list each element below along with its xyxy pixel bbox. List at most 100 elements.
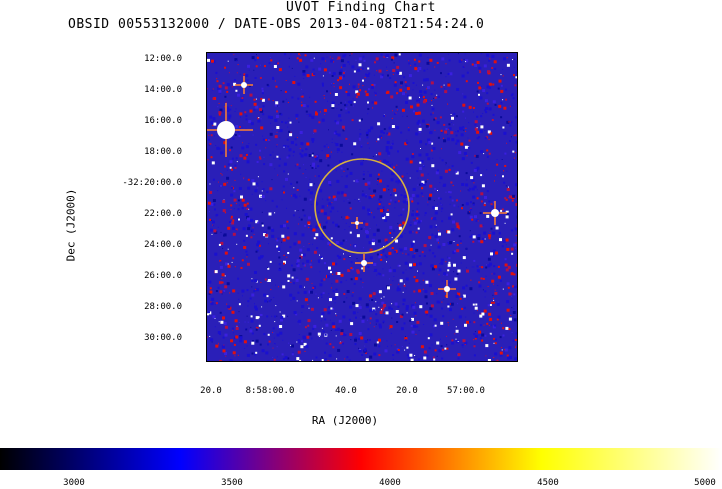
sky-noise-pixel bbox=[283, 260, 286, 264]
sky-noise-pixel bbox=[324, 351, 326, 354]
sky-noise-pixel bbox=[378, 203, 381, 206]
sky-noise-pixel bbox=[497, 285, 499, 286]
sky-noise-pixel bbox=[513, 135, 515, 136]
sky-noise-pixel bbox=[232, 232, 236, 236]
sky-noise-pixel bbox=[417, 213, 420, 216]
sky-noise-pixel bbox=[221, 273, 225, 277]
sky-noise-pixel bbox=[465, 80, 468, 83]
sky-noise-pixel bbox=[420, 345, 424, 349]
sky-noise-pixel bbox=[389, 247, 392, 250]
sky-noise-pixel bbox=[224, 251, 228, 255]
sky-noise-pixel bbox=[389, 325, 393, 329]
sky-noise-pixel bbox=[328, 306, 331, 309]
sky-noise-pixel bbox=[333, 86, 335, 88]
sky-noise-pixel bbox=[451, 199, 454, 202]
sky-noise-pixel bbox=[506, 188, 510, 191]
sky-noise-pixel bbox=[465, 284, 468, 287]
sky-noise-pixel bbox=[409, 200, 411, 202]
sky-noise-pixel bbox=[275, 238, 277, 240]
sky-noise-pixel bbox=[478, 86, 482, 90]
sky-noise-pixel bbox=[309, 96, 311, 98]
sky-noise-pixel bbox=[465, 130, 467, 132]
sky-noise-pixel bbox=[469, 209, 471, 211]
sky-noise-pixel bbox=[450, 213, 453, 216]
sky-noise-pixel bbox=[503, 106, 507, 110]
sky-noise-pixel bbox=[476, 61, 480, 64]
sky-noise-pixel bbox=[500, 89, 504, 93]
sky-noise-pixel bbox=[382, 287, 384, 289]
sky-noise-pixel bbox=[236, 161, 238, 163]
sky-noise-pixel bbox=[465, 172, 468, 175]
sky-noise-pixel bbox=[289, 246, 292, 249]
sky-noise-pixel bbox=[295, 143, 298, 146]
sky-noise-pixel bbox=[309, 263, 312, 266]
sky-noise-pixel bbox=[453, 263, 456, 267]
sky-noise-pixel bbox=[219, 359, 223, 361]
sky-noise-pixel bbox=[300, 268, 303, 271]
sky-noise-pixel bbox=[510, 247, 514, 251]
sky-noise-pixel bbox=[302, 70, 306, 73]
sky-noise-pixel bbox=[340, 329, 344, 333]
sky-noise-pixel bbox=[465, 59, 469, 63]
sky-noise-pixel bbox=[227, 60, 229, 62]
sky-noise-pixel bbox=[460, 133, 464, 137]
sky-noise-pixel bbox=[323, 278, 326, 281]
sky-noise-pixel bbox=[494, 291, 498, 295]
sky-noise-pixel bbox=[502, 240, 506, 243]
sky-noise-pixel bbox=[479, 212, 482, 215]
sky-noise-pixel bbox=[493, 342, 495, 344]
sky-noise-pixel bbox=[339, 143, 343, 147]
sky-noise-pixel bbox=[224, 66, 226, 69]
sky-noise-pixel bbox=[325, 342, 328, 345]
sky-noise-pixel bbox=[224, 262, 228, 266]
sky-noise-pixel bbox=[506, 170, 508, 172]
sky-noise-pixel bbox=[375, 57, 379, 61]
sky-noise-pixel bbox=[486, 190, 489, 193]
sky-noise-pixel bbox=[255, 351, 258, 354]
sky-noise-pixel bbox=[261, 92, 264, 95]
sky-noise-pixel bbox=[254, 353, 257, 356]
sky-noise-pixel bbox=[424, 214, 426, 216]
sky-noise-pixel bbox=[510, 121, 513, 124]
sky-noise-pixel bbox=[503, 131, 507, 135]
sky-noise-pixel bbox=[342, 129, 345, 132]
sky-noise-pixel bbox=[497, 87, 500, 90]
sky-noise-pixel bbox=[482, 224, 484, 226]
sky-noise-pixel bbox=[231, 186, 233, 188]
sky-noise-pixel bbox=[499, 351, 503, 355]
sky-noise-pixel bbox=[390, 266, 391, 268]
sky-noise-pixel bbox=[426, 68, 428, 70]
sky-noise-pixel bbox=[502, 334, 505, 337]
sky-noise-pixel bbox=[231, 261, 233, 263]
sky-noise-pixel bbox=[481, 266, 484, 269]
sky-noise-pixel bbox=[357, 68, 361, 72]
sky-noise-pixel bbox=[457, 53, 459, 55]
sky-noise-pixel bbox=[241, 97, 244, 100]
sky-noise-pixel bbox=[420, 192, 423, 195]
sky-noise-pixel bbox=[461, 307, 464, 310]
sky-noise-pixel bbox=[328, 129, 329, 131]
sky-noise-pixel bbox=[445, 191, 447, 193]
sky-noise-pixel bbox=[260, 118, 262, 120]
sky-noise-pixel bbox=[407, 253, 410, 256]
sky-noise-pixel bbox=[276, 239, 279, 242]
sky-noise-pixel bbox=[301, 88, 303, 90]
sky-noise-pixel bbox=[256, 182, 259, 185]
sky-noise-pixel bbox=[222, 82, 225, 85]
sky-noise-pixel bbox=[334, 142, 336, 144]
sky-noise-pixel bbox=[326, 90, 328, 93]
ra-tick-label: 8:58:00.0 bbox=[245, 386, 295, 396]
sky-noise-pixel bbox=[230, 215, 233, 218]
sky-noise-pixel bbox=[259, 77, 262, 79]
sky-noise-pixel bbox=[438, 268, 442, 272]
sky-noise-pixel bbox=[261, 224, 264, 227]
sky-noise-pixel bbox=[486, 155, 489, 158]
sky-noise-pixel bbox=[267, 267, 268, 268]
sky-noise-pixel bbox=[241, 289, 245, 293]
sky-noise-pixel bbox=[362, 79, 364, 82]
sky-noise-pixel bbox=[258, 256, 262, 260]
sky-noise-pixel bbox=[446, 273, 449, 276]
sky-noise-pixel bbox=[259, 108, 262, 112]
sky-noise-pixel bbox=[266, 191, 269, 194]
sky-noise-pixel bbox=[436, 341, 440, 345]
